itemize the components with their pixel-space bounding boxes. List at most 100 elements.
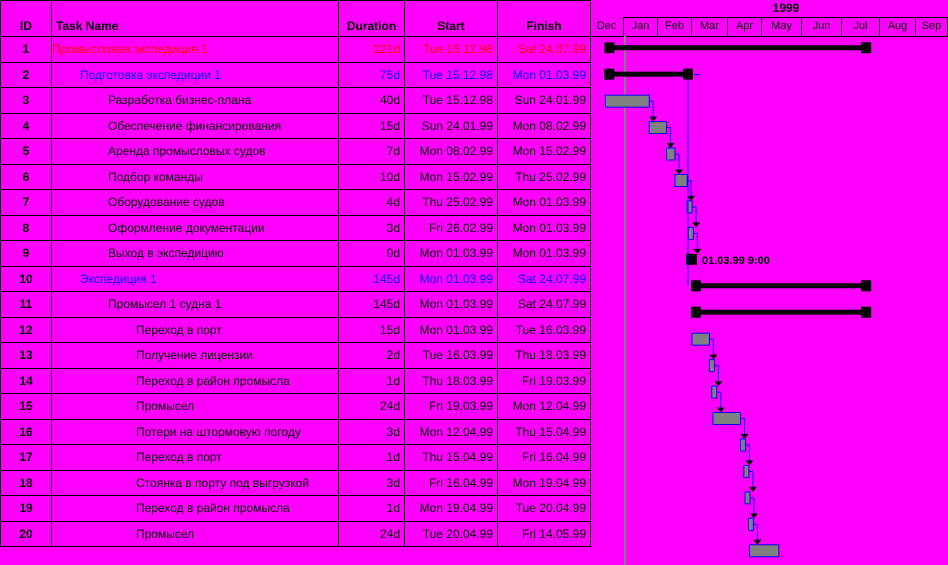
task-name[interactable]: Переход в порт [51,444,339,471]
task-duration[interactable]: 10d [338,163,405,190]
task-name[interactable]: Экспедиция 1 [51,265,339,292]
table-row[interactable]: 15 Промысел 24d Fri 19.03.99 Mon 12.04.99 [0,393,591,420]
task-start[interactable]: Sun 24.01.99 [404,112,498,139]
task-duration[interactable]: 24d [338,520,405,547]
task-finish[interactable]: Sat 24.07.99 [497,265,591,292]
task-start[interactable]: Mon 08.02.99 [404,138,498,165]
task-id[interactable]: 18 [0,469,52,496]
table-row[interactable]: 8 Оформление документации 3d Fri 26.02.99 Mo… [0,214,591,241]
task-id[interactable]: 3 [0,87,52,114]
task-name[interactable]: Подбор команды [51,163,339,190]
task-start[interactable]: Thu 25.02.99 [404,189,498,216]
task-start[interactable]: Thu 15.04.99 [404,444,498,471]
task-id[interactable]: 15 [0,393,52,420]
task-finish[interactable]: Mon 19.04.99 [497,469,591,496]
task-duration[interactable]: 40d [338,87,405,114]
task-id[interactable]: 19 [0,495,52,522]
task-id[interactable]: 11 [0,291,52,318]
task-id[interactable]: 2 [0,61,52,88]
task-finish[interactable]: Sat 24.07.99 [497,291,591,318]
task-id[interactable]: 17 [0,444,52,471]
col-header-start[interactable]: Start [404,0,498,37]
task-finish[interactable]: Thu 18.03.99 [497,342,591,369]
table-row[interactable]: 13 Получение лицензии 2d Tue 16.03.99 Thu 18… [0,342,591,369]
task-name[interactable]: Переход в порт [51,316,339,343]
table-row[interactable]: 17 Переход в порт 1d Thu 15.04.99 Fri 16.04.… [0,444,591,471]
task-name[interactable]: Получение лицензии [51,342,339,369]
task-id[interactable]: 14 [0,367,52,394]
task-finish[interactable]: Mon 12.04.99 [497,393,591,420]
task-finish[interactable]: Thu 15.04.99 [497,418,591,445]
task-duration[interactable]: 15d [338,112,405,139]
task-finish[interactable]: Mon 08.02.99 [497,112,591,139]
task-start[interactable]: Mon 01.03.99 [404,291,498,318]
task-finish[interactable]: Mon 01.03.99 [497,61,591,88]
task-id[interactable]: 7 [0,189,52,216]
table-row[interactable]: 3 Разработка бизнес-плана 40d Tue 15.12.98 S… [0,87,591,114]
task-duration[interactable]: 4d [338,189,405,216]
task-name[interactable]: Переход в район промысла [51,495,339,522]
task-finish[interactable]: Fri 16.04.99 [497,444,591,471]
table-row[interactable]: 5 Аренда промысловых судов 7d Mon 08.02.99 M… [0,138,591,165]
task-start[interactable]: Fri 26.02.99 [404,214,498,241]
task-duration[interactable]: 3d [338,418,405,445]
task-name[interactable]: Стоянка в порту под выгрузкой [51,469,339,496]
task-name[interactable]: Потери на штормовую погоду [51,418,339,445]
task-duration[interactable]: 15d [338,316,405,343]
task-name[interactable]: Промысел [51,393,339,420]
task-id[interactable]: 9 [0,240,52,267]
table-row[interactable]: 14 Переход в район промысла 1d Thu 18.03.99… [0,367,591,394]
task-start[interactable]: Fri 16.04.99 [404,469,498,496]
table-row[interactable]: 6 Подбор команды 10d Mon 15.02.99 Thu 25.02.… [0,163,591,190]
table-row[interactable]: 16 Потери на штормовую погоду 3d Mon 12.04.… [0,418,591,445]
task-name[interactable]: Подготовка экспедиции 1 [51,61,339,88]
table-row[interactable]: 9 Выход в экспедицию 0d Mon 01.03.99 Mon 01.… [0,240,591,267]
task-id[interactable]: 12 [0,316,52,343]
task-name[interactable]: Промысловая экспедиция 1 [51,36,339,63]
task-start[interactable]: Mon 01.03.99 [404,265,498,292]
task-finish[interactable]: Mon 01.03.99 [497,189,591,216]
task-start[interactable]: Mon 12.04.99 [404,418,498,445]
task-name[interactable]: Разработка бизнес-плана [51,87,339,114]
task-name[interactable]: Промысел [51,520,339,547]
col-header-finish[interactable]: Finish [497,0,591,37]
task-id[interactable]: 1 [0,36,52,63]
task-id[interactable]: 10 [0,265,52,292]
task-finish[interactable]: Thu 25.02.99 [497,163,591,190]
task-start[interactable]: Tue 15.12.98 [404,61,498,88]
task-name[interactable]: Промысел 1 судна 1 [51,291,339,318]
task-duration[interactable]: 1d [338,444,405,471]
task-name[interactable]: Выход в экспедицию [51,240,339,267]
table-row[interactable]: 1 Промысловая экспедиция 1 221d Tue 15.12.9… [0,36,591,63]
task-finish[interactable]: Fri 19.03.99 [497,367,591,394]
task-name[interactable]: Обеспечение финансирования [51,112,339,139]
task-duration[interactable]: 145d [338,265,405,292]
col-header-task-name[interactable]: Task Name [51,0,339,37]
task-id[interactable]: 4 [0,112,52,139]
task-start[interactable]: Tue 15.12.98 [404,87,498,114]
task-finish[interactable]: Tue 20.04.99 [497,495,591,522]
task-start[interactable]: Tue 20.04.99 [404,520,498,547]
task-finish[interactable]: Sun 24.01.99 [497,87,591,114]
task-name[interactable]: Аренда промысловых судов [51,138,339,165]
task-start[interactable]: Mon 15.02.99 [404,163,498,190]
table-row[interactable]: 19 Переход в район промысла 1d Mon 19.04.99… [0,495,591,522]
task-start[interactable]: Mon 01.03.99 [404,316,498,343]
col-header-id[interactable]: ID [0,0,52,37]
task-duration[interactable]: 145d [338,291,405,318]
task-duration[interactable]: 24d [338,393,405,420]
task-duration[interactable]: 221d [338,36,405,63]
task-start[interactable]: Mon 19.04.99 [404,495,498,522]
task-id[interactable]: 6 [0,163,52,190]
task-start[interactable]: Tue 16.03.99 [404,342,498,369]
table-row[interactable]: 11 Промысел 1 судна 1 145d Mon 01.03.99 Sat … [0,291,591,318]
task-id[interactable]: 8 [0,214,52,241]
table-row[interactable]: 4 Обеспечение финансирования 15d Sun 24.01.… [0,112,591,139]
task-finish[interactable]: Fri 14.05.99 [497,520,591,547]
task-duration[interactable]: 1d [338,367,405,394]
task-finish[interactable]: Mon 01.03.99 [497,240,591,267]
table-row[interactable]: 10 Экспедиция 1 145d Mon 01.03.99 Sat 24.07.… [0,265,591,292]
task-name[interactable]: Оформление документации [51,214,339,241]
task-start[interactable]: Mon 01.03.99 [404,240,498,267]
task-duration[interactable]: 3d [338,214,405,241]
